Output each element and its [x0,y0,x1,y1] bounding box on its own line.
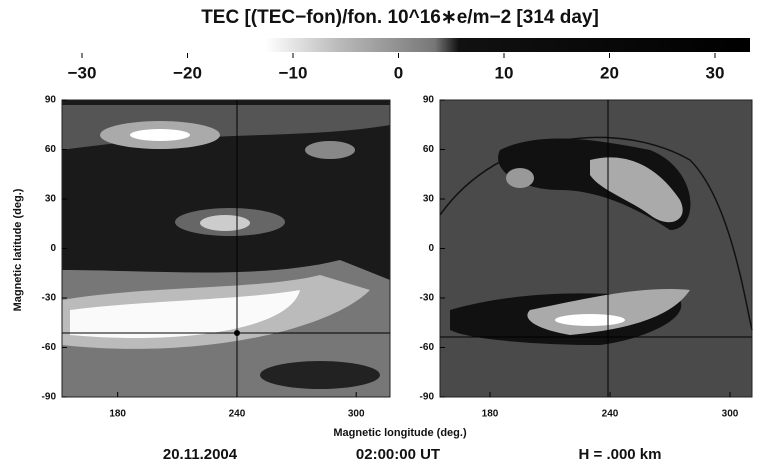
y-tick-label: 0 [428,243,434,254]
y-tick-label: 0 [50,243,56,254]
contour-field [440,100,752,397]
colorbar-tick-label: −10 [279,63,308,82]
colorbar-tick-label: 10 [495,63,514,82]
x-tick-label: 240 [229,409,246,420]
x-axis-label: Magnetic longitude (deg.) [333,427,467,439]
terminator [439,136,753,331]
colorbar [265,38,750,52]
y-tick-label: -60 [420,342,435,353]
y-tick-label: -30 [420,293,435,304]
time: 02:00:00 UT [356,446,440,463]
colorbar-tick-label: 30 [706,63,725,82]
y-tick-label: 30 [423,194,435,205]
colorbar-tick-label: −20 [173,63,202,82]
x-tick-label: 240 [602,409,619,420]
colorbar-tick-label: 20 [600,63,619,82]
y-tick-label: -90 [420,392,435,403]
y-tick-label: -60 [42,342,57,353]
y-tick-label: 30 [45,194,57,205]
x-tick-label: 300 [348,409,365,420]
height: H = .000 km [579,446,662,463]
y-tick-label: 90 [45,95,57,106]
x-tick-label: 180 [482,409,499,420]
y-tick-label: -30 [42,293,57,304]
date: 20.11.2004 [163,446,238,463]
y-axis-label: Magnetic latitude (deg.) [12,188,24,311]
marker [234,330,240,336]
y-tick-label: -90 [42,392,57,403]
colorbar-tick-label: 0 [394,63,403,82]
x-tick-label: 180 [109,409,126,420]
y-tick-label: 60 [45,144,57,155]
colorbar-tick-label: −30 [68,63,97,82]
y-tick-label: 90 [423,95,435,106]
contour-field [62,100,390,397]
x-tick-label: 300 [722,409,739,420]
chart-title: TEC [(TEC−fon)/fon. 10^16∗e/m−2 [314 day… [201,7,599,28]
y-tick-label: 60 [423,144,435,155]
